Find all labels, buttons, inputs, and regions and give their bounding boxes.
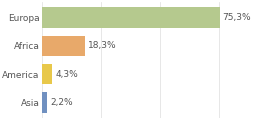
Bar bbox=[42, 7, 220, 28]
Text: 4,3%: 4,3% bbox=[55, 70, 78, 79]
Text: 2,2%: 2,2% bbox=[50, 98, 73, 107]
Bar bbox=[42, 36, 85, 56]
Text: 18,3%: 18,3% bbox=[88, 41, 117, 50]
Bar bbox=[42, 92, 47, 113]
Text: 75,3%: 75,3% bbox=[223, 13, 251, 22]
Bar bbox=[42, 64, 52, 84]
